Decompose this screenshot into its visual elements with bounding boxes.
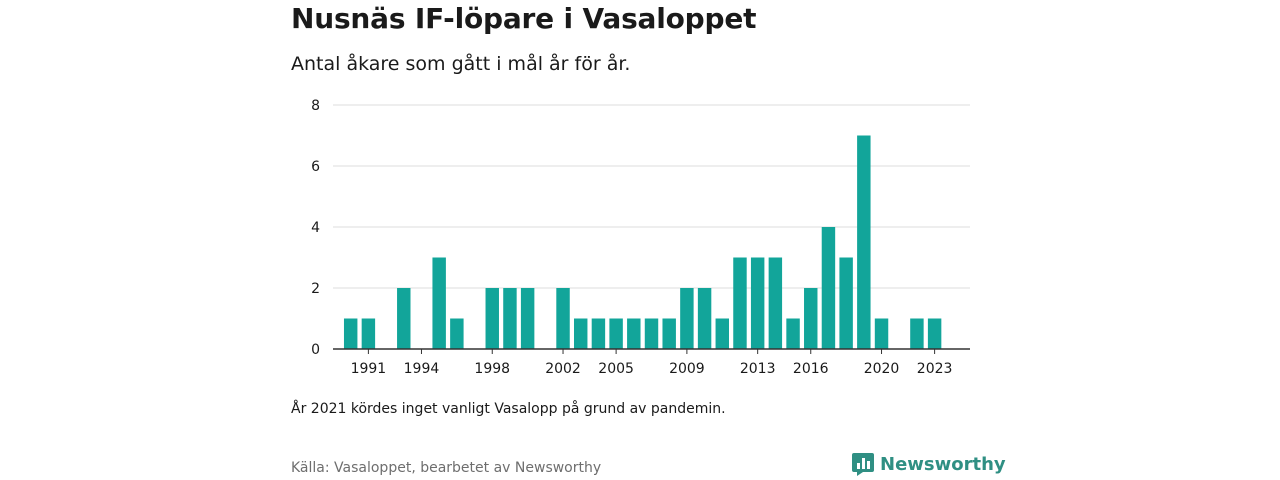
chart-subtitle: Antal åkare som gått i mål år för år. (291, 53, 631, 75)
gridlines (333, 104, 970, 289)
bar (874, 318, 889, 349)
bar (556, 288, 570, 349)
x-tick-label: 2020 (864, 361, 900, 377)
brand-logo[interactable]: Newsworthy (852, 452, 1006, 476)
bar (839, 257, 853, 349)
bar (697, 288, 712, 349)
y-tick-label: 8 (311, 98, 320, 114)
bars (343, 135, 942, 349)
bar (503, 288, 517, 349)
bar-chart: 0 2 4 6 8 1991 1994 1998 2002 2005 2009 2013 2016 20… (311, 98, 970, 377)
x-tick-label: 2005 (598, 361, 634, 377)
y-tick-label: 4 (311, 220, 320, 236)
bar (450, 318, 464, 349)
newsworthy-logo-icon (852, 453, 874, 476)
bar (715, 318, 730, 349)
bar (733, 257, 747, 349)
bar (573, 318, 588, 349)
x-tick-label: 1991 (351, 361, 387, 377)
y-tick-label: 2 (311, 281, 320, 297)
bar (485, 288, 499, 349)
y-tick-label: 0 (311, 342, 320, 358)
y-tick-label: 6 (311, 159, 320, 175)
bar (804, 288, 818, 349)
x-axis-ticks: 1991 1994 1998 2002 2005 2009 2013 2016 2020 2023 (351, 349, 953, 377)
bar (821, 227, 836, 349)
x-tick-label: 2016 (793, 361, 829, 377)
bar (768, 257, 783, 349)
bar (432, 257, 446, 349)
bar (927, 318, 942, 349)
bar (609, 318, 623, 349)
bar (662, 318, 676, 349)
x-tick-label: 2002 (545, 361, 581, 377)
bar (786, 318, 800, 349)
chart-title: Nusnäs IF-löpare i Vasaloppet (291, 2, 757, 35)
bar (343, 318, 358, 349)
x-tick-label: 2009 (669, 361, 705, 377)
x-tick-label: 2023 (917, 361, 953, 377)
bar (520, 288, 535, 349)
bar (361, 318, 376, 349)
bar (397, 288, 411, 349)
x-tick-label: 2013 (740, 361, 776, 377)
bar (910, 318, 924, 349)
x-tick-label: 1998 (474, 361, 510, 377)
brand-name: Newsworthy (880, 453, 1006, 475)
bar (750, 257, 765, 349)
bar (644, 318, 659, 349)
bar (591, 318, 606, 349)
bar (680, 288, 694, 349)
bar (857, 135, 871, 349)
bar (627, 318, 641, 349)
y-axis-ticks: 0 2 4 6 8 (311, 98, 320, 358)
x-tick-label: 1994 (404, 361, 440, 377)
chart-note: År 2021 kördes inget vanligt Vasalopp på… (291, 401, 726, 417)
source-text: Källa: Vasaloppet, bearbetet av Newswort… (291, 460, 602, 476)
